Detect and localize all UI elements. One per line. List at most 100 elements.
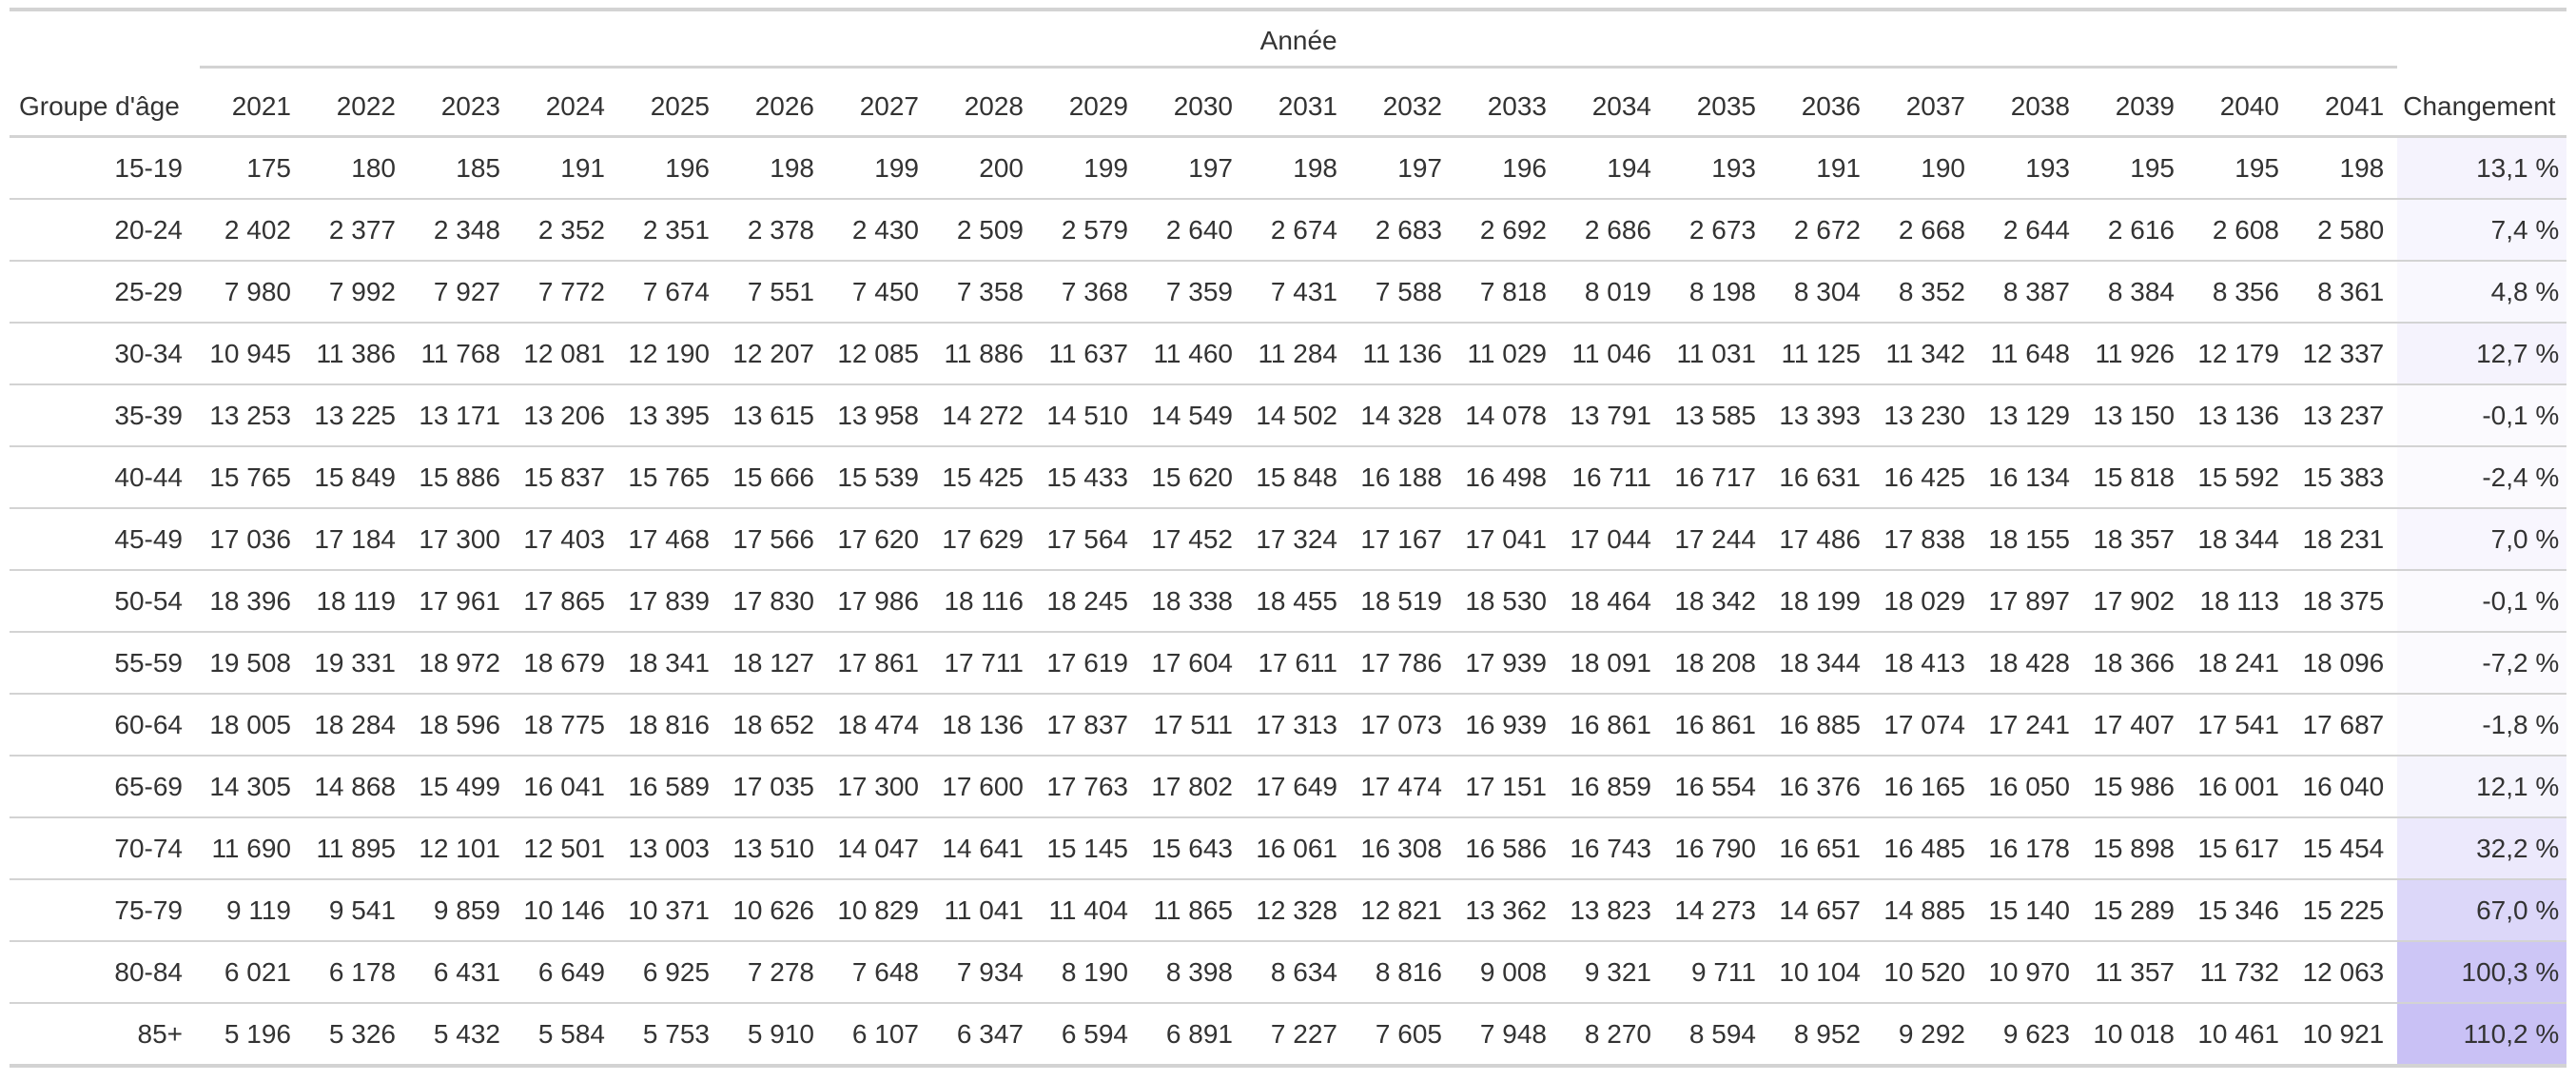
change-cell: -1,8 % bbox=[2397, 694, 2567, 757]
value-cell: 15 986 bbox=[2083, 756, 2188, 818]
value-cell: 9 859 bbox=[409, 879, 514, 942]
value-cell: 16 061 bbox=[1246, 817, 1351, 880]
value-cell: 6 178 bbox=[304, 941, 409, 1004]
year-header-2041: 2041 bbox=[2293, 78, 2398, 138]
value-cell: 16 376 bbox=[1769, 756, 1874, 818]
value-cell: 13 225 bbox=[304, 384, 409, 447]
value-cell: 17 241 bbox=[1979, 694, 2083, 757]
value-cell: 11 865 bbox=[1142, 879, 1246, 942]
value-cell: 17 541 bbox=[2188, 694, 2293, 757]
value-cell: 7 551 bbox=[723, 261, 828, 324]
value-cell: 12 501 bbox=[514, 817, 618, 880]
value-cell: 17 564 bbox=[1037, 508, 1142, 571]
value-cell: 14 272 bbox=[932, 384, 1037, 447]
value-cell: 2 377 bbox=[304, 199, 409, 262]
value-cell: 18 455 bbox=[1246, 570, 1351, 633]
change-cell: 4,8 % bbox=[2397, 261, 2567, 324]
value-cell: 8 352 bbox=[1874, 261, 1979, 324]
value-cell: 17 687 bbox=[2293, 694, 2398, 757]
value-cell: 8 398 bbox=[1142, 941, 1246, 1004]
stub-header: Groupe d'âge bbox=[10, 78, 200, 138]
value-cell: 18 652 bbox=[723, 694, 828, 757]
value-cell: 11 041 bbox=[932, 879, 1037, 942]
value-cell: 15 140 bbox=[1979, 879, 2083, 942]
value-cell: 5 196 bbox=[224, 1018, 291, 1049]
table-row: 60-64 18 005 18 284 18 596 18 775 18 816 18 65… bbox=[10, 694, 2567, 757]
value-cell: 12 085 bbox=[828, 323, 932, 385]
value-cell: 18 344 bbox=[2188, 508, 2293, 571]
value-cell: 17 619 bbox=[1037, 632, 1142, 695]
value-cell: 8 198 bbox=[1665, 261, 1769, 324]
age-group-cell: 85+ bbox=[137, 1018, 184, 1049]
value-cell: 18 127 bbox=[723, 632, 828, 695]
value-cell: 18 679 bbox=[514, 632, 618, 695]
value-cell: 13 003 bbox=[618, 817, 723, 880]
value-cell: 17 839 bbox=[618, 570, 723, 633]
value-cell: 10 018 bbox=[2093, 1018, 2175, 1049]
value-cell: 2 692 bbox=[1455, 199, 1560, 262]
value-cell: 17 511 bbox=[1142, 694, 1246, 757]
year-header-2036: 2036 bbox=[1769, 78, 1874, 138]
value-cell: 14 510 bbox=[1037, 384, 1142, 447]
table-row: 70-74 11 690 11 895 12 101 12 501 13 003 13 51… bbox=[10, 817, 2567, 880]
column-header-row: Groupe d'âge 2021 2022 2023 2024 2025 2026 202… bbox=[10, 78, 2567, 138]
value-cell: 198 bbox=[723, 136, 828, 200]
year-header-2026: 2026 bbox=[723, 78, 828, 138]
value-cell: 7 431 bbox=[1246, 261, 1351, 324]
age-group-cell: 25-29 bbox=[10, 261, 200, 324]
value-cell: 16 425 bbox=[1874, 446, 1979, 509]
value-cell: 5 326 bbox=[328, 1018, 396, 1049]
value-cell: 10 104 bbox=[1769, 941, 1874, 1004]
table-body: 15-19 175 180 185 191 196 198 199 200 199 197 198 19… bbox=[10, 136, 2567, 1064]
value-cell: 18 413 bbox=[1874, 632, 1979, 695]
value-cell: 15 346 bbox=[2188, 879, 2293, 942]
table-row: 80-84 6 021 6 178 6 431 6 649 6 925 7 278 7 648… bbox=[10, 941, 2567, 1004]
value-cell: 18 338 bbox=[1142, 570, 1246, 633]
value-cell: 193 bbox=[1665, 136, 1769, 200]
value-cell: 18 474 bbox=[828, 694, 932, 757]
value-cell: 18 375 bbox=[2293, 570, 2398, 633]
value-cell: 16 050 bbox=[1979, 756, 2083, 818]
value-cell: 17 300 bbox=[828, 756, 932, 818]
value-cell: 17 629 bbox=[932, 508, 1037, 571]
value-cell: 2 348 bbox=[409, 199, 514, 262]
value-cell: 8 387 bbox=[1979, 261, 2083, 324]
value-cell: 14 273 bbox=[1665, 879, 1769, 942]
value-cell: 16 631 bbox=[1769, 446, 1874, 509]
value-cell: 2 683 bbox=[1351, 199, 1455, 262]
value-cell: 13 237 bbox=[2293, 384, 2398, 447]
value-cell: 10 371 bbox=[618, 879, 723, 942]
value-cell: 6 431 bbox=[409, 941, 514, 1004]
age-group-cell: 30-34 bbox=[10, 323, 200, 385]
table-row: 25-29 7 980 7 992 7 927 7 772 7 674 7 551 7 450… bbox=[10, 261, 2567, 324]
value-cell: 8 356 bbox=[2188, 261, 2293, 324]
age-group-cell: 60-64 bbox=[10, 694, 200, 757]
value-cell: 15 592 bbox=[2188, 446, 2293, 509]
value-cell: 190 bbox=[1874, 136, 1979, 200]
value-cell: 10 921 bbox=[2302, 1018, 2385, 1049]
value-cell: 195 bbox=[2188, 136, 2293, 200]
table-row: 65-69 14 305 14 868 15 499 16 041 16 589 17 03… bbox=[10, 756, 2567, 818]
value-cell: 17 611 bbox=[1246, 632, 1351, 695]
value-cell: 11 895 bbox=[304, 817, 409, 880]
value-cell: 17 786 bbox=[1351, 632, 1455, 695]
value-cell: 191 bbox=[1769, 136, 1874, 200]
value-cell: 17 184 bbox=[304, 508, 409, 571]
value-cell: 19 508 bbox=[200, 632, 304, 695]
value-cell: 185 bbox=[409, 136, 514, 200]
value-cell: 14 328 bbox=[1351, 384, 1455, 447]
value-cell: 16 717 bbox=[1665, 446, 1769, 509]
value-cell: 2 608 bbox=[2188, 199, 2293, 262]
value-cell: 13 958 bbox=[828, 384, 932, 447]
value-cell: 18 245 bbox=[1037, 570, 1142, 633]
value-cell: 7 818 bbox=[1455, 261, 1560, 324]
value-cell: 14 305 bbox=[200, 756, 304, 818]
value-cell: 17 566 bbox=[723, 508, 828, 571]
value-cell: 18 357 bbox=[2083, 508, 2188, 571]
value-cell: 196 bbox=[618, 136, 723, 200]
value-cell: 17 035 bbox=[723, 756, 828, 818]
value-cell: 12 179 bbox=[2188, 323, 2293, 385]
value-cell: 14 885 bbox=[1874, 879, 1979, 942]
value-cell: 8 361 bbox=[2293, 261, 2398, 324]
value-cell: 11 342 bbox=[1874, 323, 1979, 385]
